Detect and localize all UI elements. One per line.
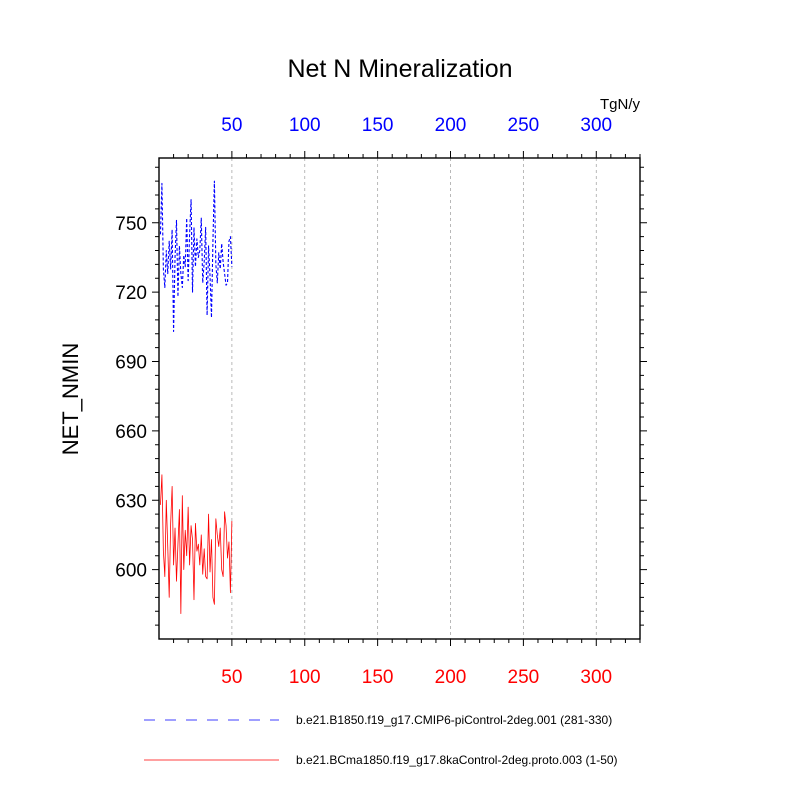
y-tick-label: 750 — [115, 214, 147, 235]
x-tick-label-bottom: 300 — [580, 667, 612, 688]
x-tick-label-top: 200 — [435, 115, 467, 136]
series-line-1 — [159, 180, 233, 332]
plot-frame — [158, 157, 641, 640]
series-line-2 — [160, 474, 233, 614]
y-tick-label: 600 — [115, 561, 147, 582]
chart-title: Net N Mineralization — [287, 55, 512, 83]
y-tick-label: 690 — [115, 353, 147, 374]
y-tick-label: 630 — [115, 491, 147, 512]
y-tick-label: 660 — [115, 422, 147, 443]
x-tick-label-bottom: 150 — [362, 667, 394, 688]
x-tick-label-bottom: 250 — [508, 667, 540, 688]
y-axis-label: NET_NMIN — [58, 343, 83, 455]
legend: b.e21.B1850.f19_g17.CMIP6-piControl-2deg… — [144, 713, 618, 767]
x-tick-label-top: 150 — [362, 115, 394, 136]
y-tick-label: 720 — [115, 283, 147, 304]
x-tick-label-top: 250 — [508, 115, 540, 136]
legend-label-2: b.e21.BCma1850.f19_g17.8kaControl-2deg.p… — [296, 753, 618, 767]
tick-layer — [152, 151, 647, 646]
x-tick-label-bottom: 200 — [435, 667, 467, 688]
x-tick-label-top: 300 — [580, 115, 612, 136]
x-tick-label-bottom: 100 — [289, 667, 321, 688]
legend-label-1: b.e21.B1850.f19_g17.CMIP6-piControl-2deg… — [296, 713, 612, 727]
units-label: TgN/y — [600, 96, 641, 113]
series-layer — [159, 180, 233, 614]
label-layer: 600 630 660 690 720 750 50 100 150 200 250 300 50 100… — [115, 115, 612, 688]
x-tick-label-top: 100 — [289, 115, 321, 136]
x-tick-label-bottom: 50 — [221, 667, 242, 688]
x-tick-label-top: 50 — [221, 115, 242, 136]
grid-layer — [231, 158, 597, 639]
